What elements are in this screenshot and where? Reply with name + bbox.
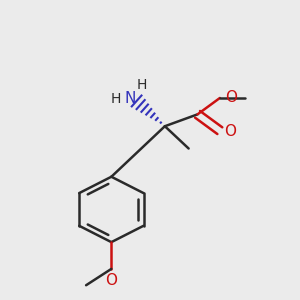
Text: O: O (105, 273, 117, 288)
Text: O: O (224, 124, 236, 139)
Text: O: O (225, 91, 237, 106)
Text: H: H (136, 78, 147, 92)
Text: H: H (111, 92, 121, 106)
Text: N: N (125, 92, 136, 106)
